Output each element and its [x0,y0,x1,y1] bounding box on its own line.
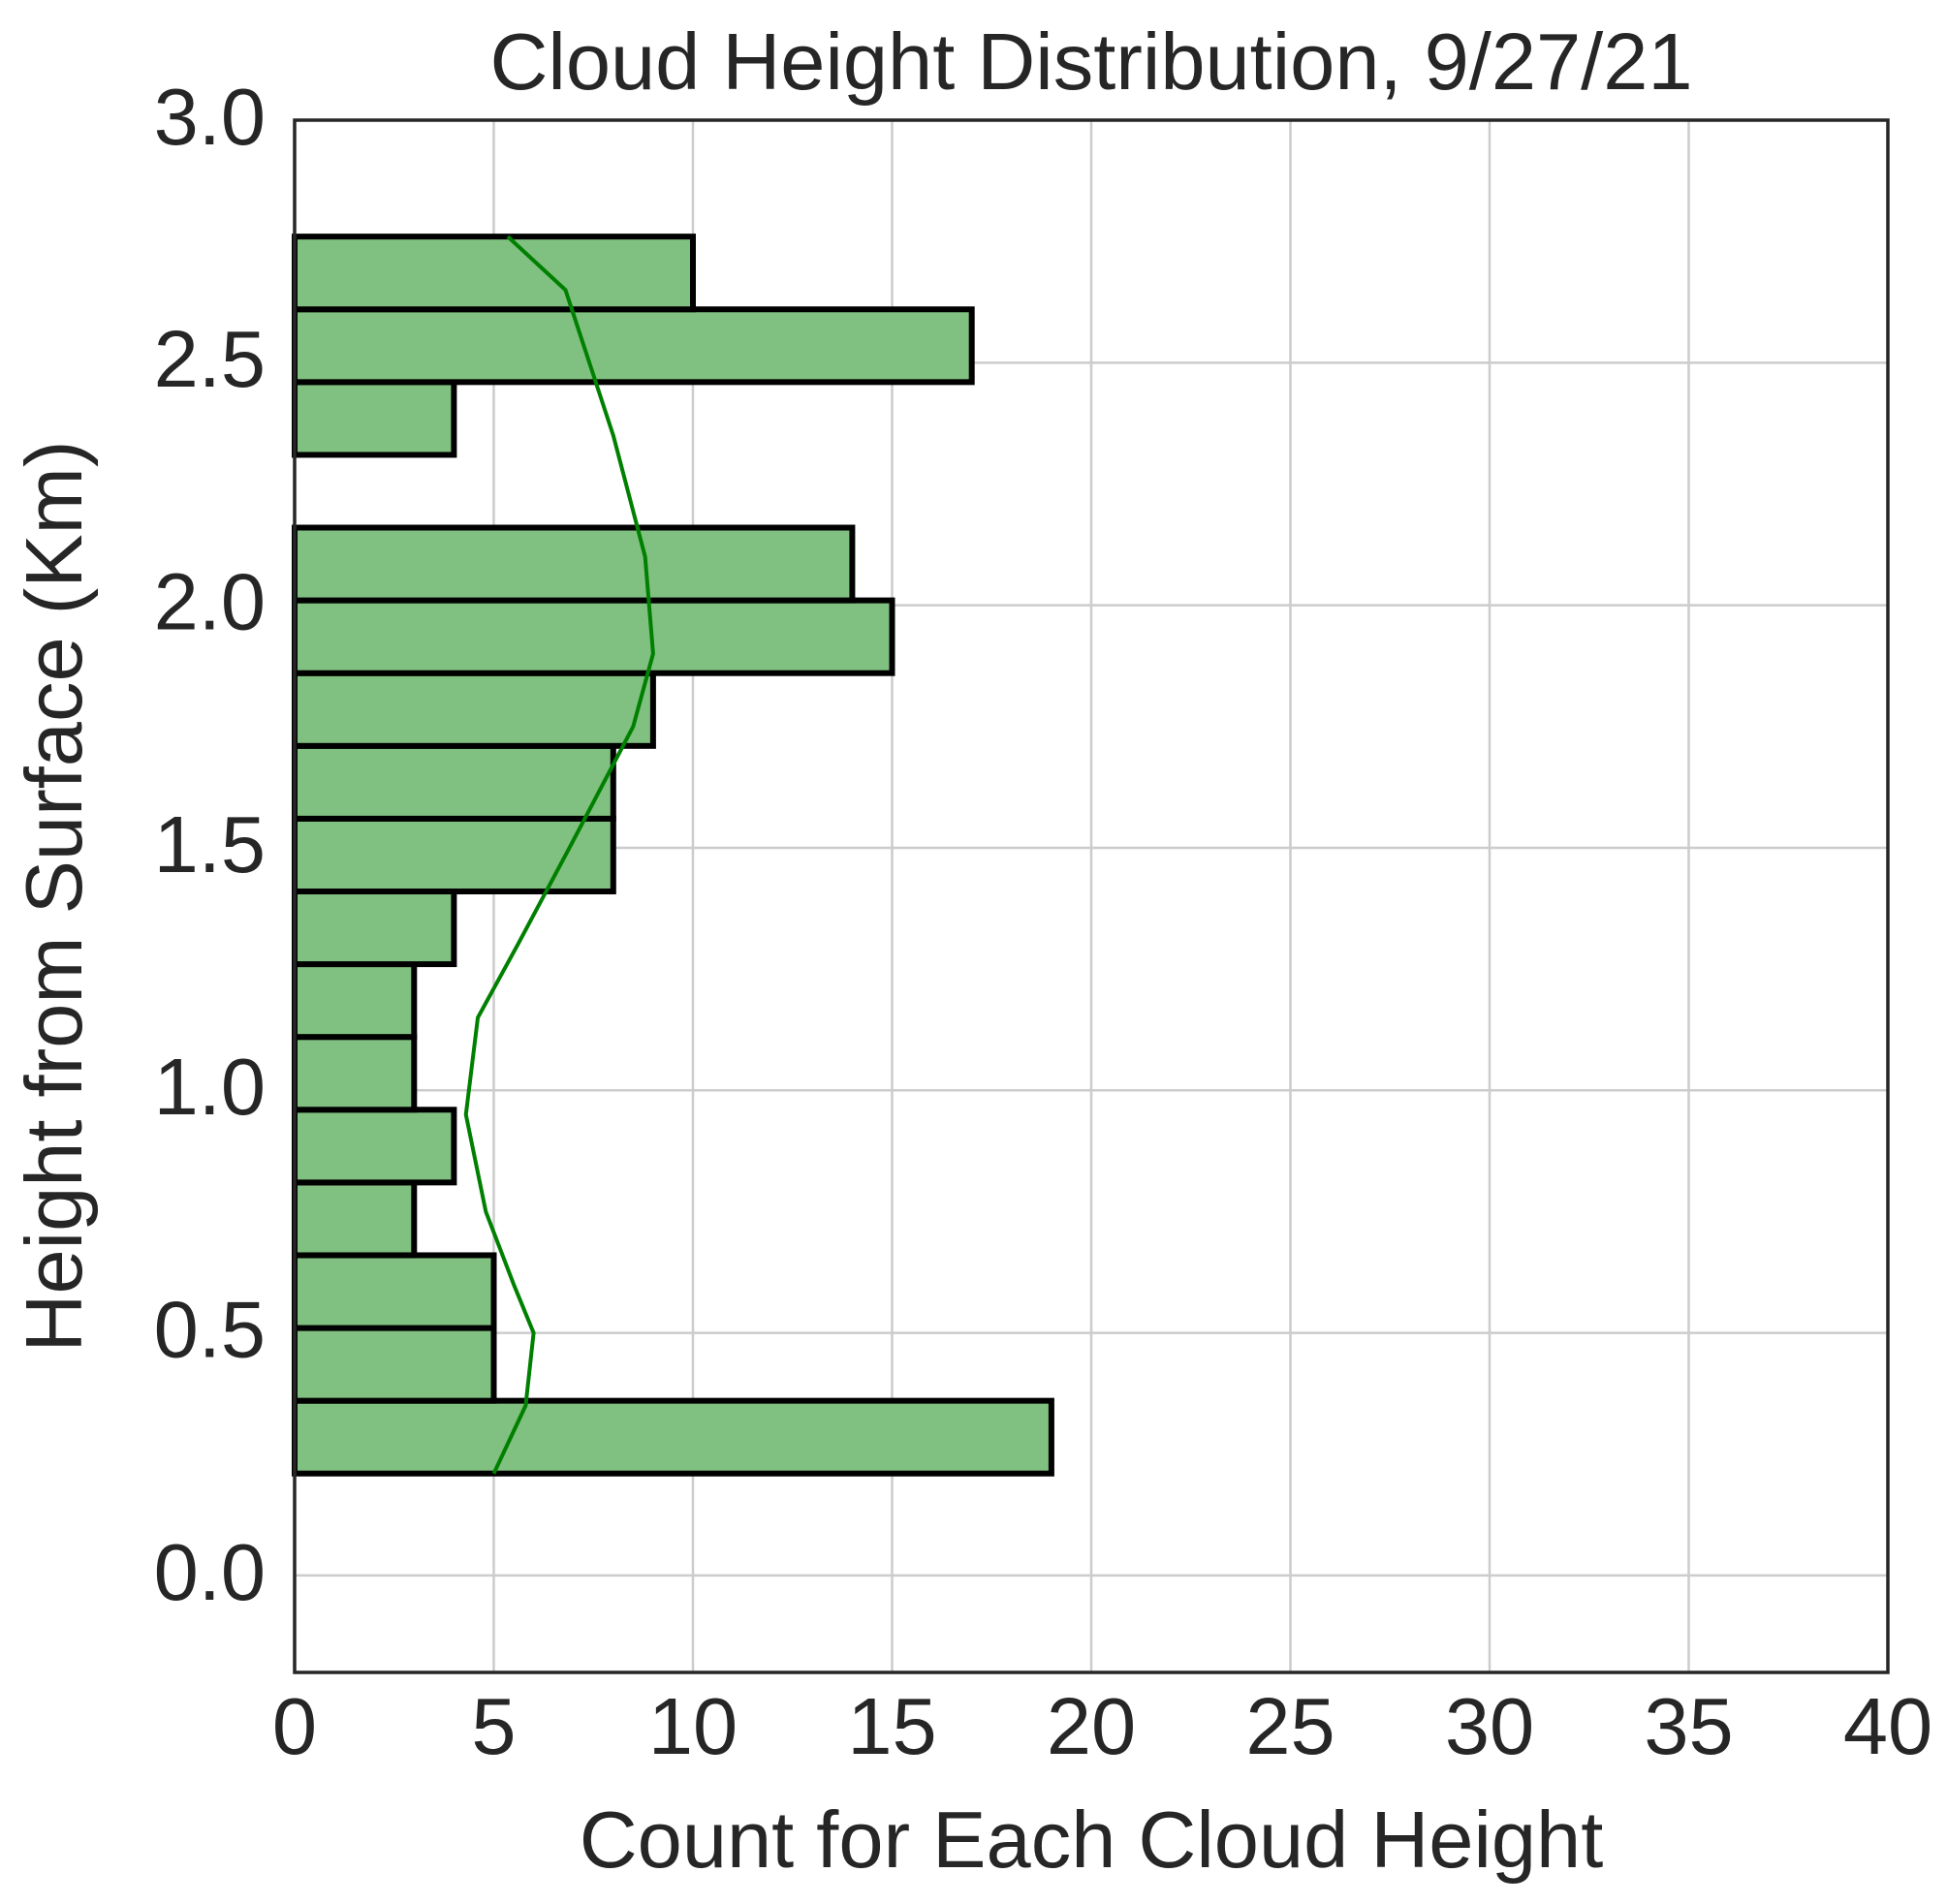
y-tick-label: 1.0 [154,1042,266,1132]
x-tick-label: 40 [1843,1681,1932,1771]
bar [292,1325,497,1404]
bar [292,597,895,676]
x-axis-label: Count for Each Cloud Height [580,1795,1604,1885]
x-tick-label: 30 [1445,1681,1534,1771]
x-tick-label: 0 [272,1681,317,1771]
kde-line [463,234,655,1475]
x-tick-label: 25 [1245,1681,1335,1771]
bar [292,742,616,822]
x-tick-label: 20 [1047,1681,1136,1771]
y-tick-label: 0.0 [154,1527,266,1617]
bar [292,1397,1054,1477]
chart-title: Cloud Height Distribution, 9/27/21 [489,16,1692,107]
bar [292,524,856,604]
x-tick-label: 15 [847,1681,936,1771]
bar [292,888,457,968]
bar [292,379,457,458]
x-tick-label: 35 [1644,1681,1733,1771]
y-tick-label: 3.0 [154,72,266,162]
bar [292,1034,418,1113]
y-axis-label: Height from Surface (Km) [9,441,99,1353]
y-tick-label: 2.0 [154,557,266,647]
bar [292,670,656,749]
y-tick-label: 1.5 [154,799,266,890]
bar [292,1107,457,1186]
bar [292,306,975,386]
bar [292,1252,497,1331]
bar [292,1179,418,1259]
y-tick-label: 0.5 [154,1284,266,1374]
plot-frame [293,118,1890,1674]
x-tick-label: 5 [471,1681,516,1771]
y-tick-label: 2.5 [154,314,266,404]
bar [292,961,418,1041]
bar [292,234,696,313]
x-tick-label: 10 [648,1681,738,1771]
